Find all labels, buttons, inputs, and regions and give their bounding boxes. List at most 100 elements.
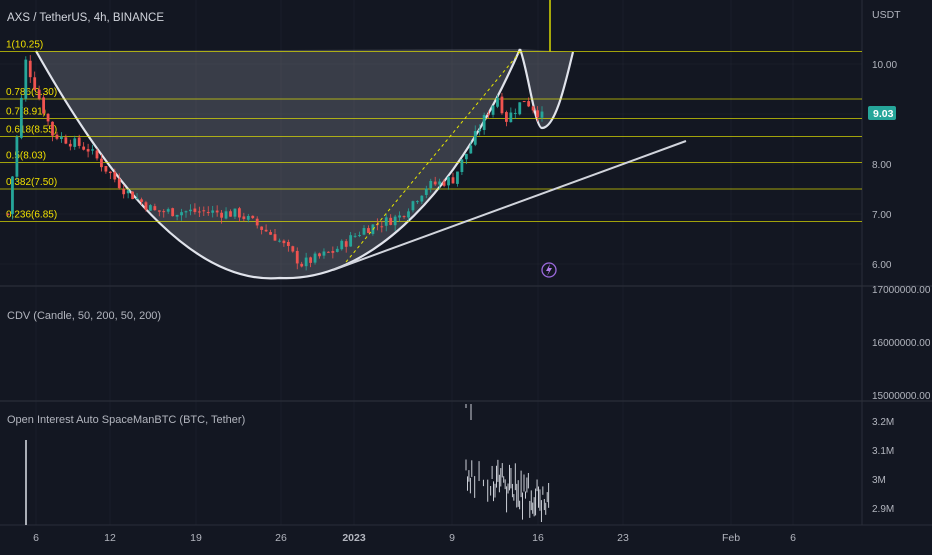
time-tick-label: Feb xyxy=(722,532,740,544)
time-tick-label: 2023 xyxy=(342,532,366,544)
candle-body xyxy=(206,212,210,214)
candle-body xyxy=(166,209,170,212)
fib-level-label: 0.7(8.91) xyxy=(6,107,46,118)
candle-body xyxy=(282,240,286,244)
candle-body xyxy=(331,251,335,253)
candle-body xyxy=(513,113,517,115)
candle-body xyxy=(33,77,37,90)
candle-body xyxy=(384,217,388,226)
candle-body xyxy=(68,143,72,147)
price-tick-label: 8.00 xyxy=(872,160,892,171)
candle-body xyxy=(536,110,539,118)
candle-body xyxy=(353,235,357,237)
candle-body xyxy=(19,97,23,138)
candle-body xyxy=(344,241,348,247)
candle-body xyxy=(197,211,201,213)
price-axis[interactable]: 10.009.008.007.006.0017000000.0016000000… xyxy=(872,60,931,515)
candle-body xyxy=(238,208,241,218)
time-tick-label: 26 xyxy=(275,532,287,544)
candle-body xyxy=(322,251,326,256)
candle-body xyxy=(491,105,495,115)
candle-body xyxy=(482,114,486,130)
fib-level-label: 0.382(7.50) xyxy=(6,177,57,188)
candle-body xyxy=(349,235,353,247)
candle-body xyxy=(309,257,312,263)
candle-body xyxy=(340,240,344,250)
candle-body xyxy=(469,145,473,154)
candle-body xyxy=(313,253,317,263)
cdv-tick-label: 15000000.00 xyxy=(872,391,931,402)
candle-body xyxy=(122,188,126,195)
candle-body xyxy=(77,137,81,146)
candle-body xyxy=(189,209,192,212)
price-tick-label: 7.00 xyxy=(872,210,892,221)
candle-body xyxy=(37,89,41,99)
candle-body xyxy=(295,250,299,264)
candle-body xyxy=(73,138,77,147)
candle-body xyxy=(82,146,86,150)
oi-tick-label: 3M xyxy=(872,475,886,486)
candle-body xyxy=(424,188,428,195)
oi-tick-label: 3.1M xyxy=(872,446,894,457)
time-tick-label: 16 xyxy=(532,532,544,544)
candle-body xyxy=(11,176,14,215)
time-tick-label: 6 xyxy=(33,532,39,544)
lightning-icon[interactable] xyxy=(541,262,557,278)
candle-body xyxy=(416,201,419,203)
candle-body xyxy=(153,206,157,211)
candle-body xyxy=(233,208,237,217)
fib-level-label: 0.786(9.30) xyxy=(6,87,57,98)
price-tick-label: 6.00 xyxy=(872,260,892,271)
oi-title: Open Interest Auto SpaceManBTC (BTC, Tet… xyxy=(7,414,245,426)
candle-body xyxy=(264,229,268,232)
currency-label: USDT xyxy=(872,9,901,21)
candle-body xyxy=(229,211,232,217)
candle-body xyxy=(220,212,223,218)
candle-body xyxy=(464,153,468,160)
candle-body xyxy=(447,177,450,186)
candle-body xyxy=(273,234,277,241)
drawing-overlays[interactable] xyxy=(332,51,687,271)
candle-body xyxy=(86,149,90,152)
candle-body xyxy=(42,97,45,114)
candle-body xyxy=(335,248,339,252)
candle-body xyxy=(367,228,370,233)
fib-level-label: 0.618(8.55) xyxy=(6,125,57,136)
candle-body xyxy=(509,112,513,123)
candle-body xyxy=(407,211,410,218)
candle-body xyxy=(362,228,366,235)
candle-body xyxy=(411,201,415,211)
candle-body xyxy=(496,97,499,107)
candle-body xyxy=(162,211,166,213)
current-price-value: 9.03 xyxy=(873,108,894,120)
candle-body xyxy=(251,215,255,219)
candle-body xyxy=(500,96,504,114)
candle-body xyxy=(433,181,437,185)
candle-body xyxy=(278,240,281,242)
candle-body xyxy=(487,114,490,116)
candle-body xyxy=(327,251,330,253)
candle-body xyxy=(113,172,117,180)
time-axis[interactable]: 6 12 19 26 2023 9 16 23 Feb 6 xyxy=(33,532,796,544)
cup-handle-pattern xyxy=(35,48,575,280)
candle-body xyxy=(402,216,406,218)
candle-body xyxy=(242,216,246,219)
candle-body xyxy=(269,232,272,235)
candle-body xyxy=(60,136,63,139)
candle-body xyxy=(157,210,161,212)
candle-body xyxy=(358,235,361,237)
candle-body xyxy=(531,106,535,111)
candle-body xyxy=(318,253,321,257)
candle-body xyxy=(304,257,308,267)
candle-body xyxy=(180,212,183,216)
candle-body xyxy=(460,159,464,173)
candle-body xyxy=(527,101,531,107)
candle-body xyxy=(131,191,134,200)
candle-body xyxy=(91,149,94,151)
candle-body xyxy=(95,150,99,159)
time-tick-label: 9 xyxy=(449,532,455,544)
candle-body xyxy=(540,111,544,118)
candle-body xyxy=(55,134,59,139)
